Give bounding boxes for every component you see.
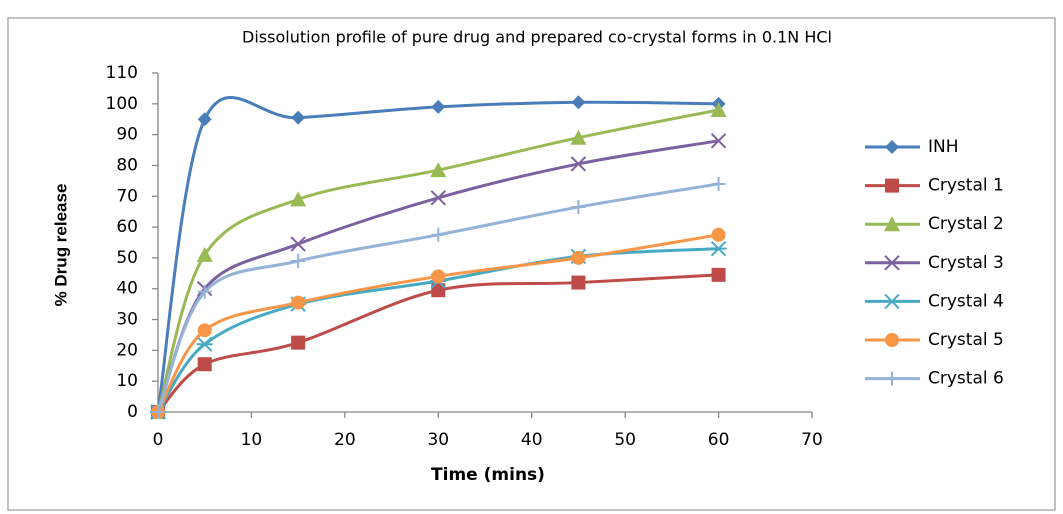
marker <box>710 133 727 149</box>
marker <box>430 190 446 206</box>
marker <box>710 240 727 257</box>
series-line <box>156 182 719 413</box>
marker <box>885 178 899 193</box>
marker <box>431 99 446 114</box>
series <box>151 176 726 419</box>
y-tick-label: 0 <box>127 402 138 422</box>
marker <box>291 110 306 125</box>
marker <box>571 250 586 265</box>
legend-label: INH <box>928 137 959 157</box>
marker <box>710 101 727 117</box>
marker <box>884 216 900 232</box>
y-tick-label: 40 <box>116 279 138 299</box>
marker <box>711 176 726 191</box>
marker <box>431 283 446 298</box>
series-line <box>156 108 719 413</box>
x-tick-label: 30 <box>427 430 449 450</box>
marker <box>431 227 446 242</box>
legend-label: Crystal 1 <box>928 176 1004 196</box>
marker <box>885 333 899 347</box>
marker <box>885 371 899 386</box>
marker <box>151 405 165 419</box>
marker <box>571 200 586 215</box>
x-tick-label: 40 <box>521 430 543 450</box>
marker <box>884 293 900 310</box>
legend-label: Crystal 2 <box>928 214 1004 234</box>
marker <box>885 140 899 154</box>
y-tick-label: 30 <box>116 310 138 330</box>
legend-label: Crystal 4 <box>928 291 1004 311</box>
marker <box>430 162 447 178</box>
marker <box>197 284 212 299</box>
x-tick-label: 0 <box>153 430 164 450</box>
marker <box>884 255 900 271</box>
x-axis-label: Time (mins) <box>431 465 545 485</box>
marker <box>711 227 726 242</box>
marker <box>290 236 306 252</box>
legend-label: Crystal 5 <box>928 330 1004 350</box>
y-axis-label: % Drug release <box>51 184 70 307</box>
y-tick-label: 20 <box>116 340 138 360</box>
legend-label: Crystal 3 <box>928 253 1004 273</box>
x-tick-label: 50 <box>614 430 636 450</box>
marker <box>291 295 306 310</box>
marker <box>571 95 586 110</box>
marker <box>197 357 212 372</box>
marker <box>196 336 213 352</box>
marker <box>290 191 307 207</box>
x-tick-label: 60 <box>708 430 730 450</box>
marker <box>291 253 306 268</box>
x-tick-label: 10 <box>241 430 263 450</box>
legend-label: Crystal 6 <box>928 369 1004 389</box>
y-tick-label: 70 <box>116 186 138 206</box>
marker <box>431 269 446 284</box>
x-tick-label: 20 <box>334 430 356 450</box>
series <box>151 227 726 419</box>
marker <box>571 275 586 290</box>
y-tick-label: 110 <box>106 63 138 83</box>
marker <box>711 267 726 282</box>
marker <box>291 335 306 350</box>
y-tick-label: 60 <box>116 217 138 237</box>
x-tick-label: 70 <box>801 430 823 450</box>
y-tick-label: 10 <box>116 371 138 391</box>
marker <box>570 129 587 145</box>
marker <box>197 112 212 127</box>
y-tick-label: 50 <box>116 248 138 268</box>
y-tick-label: 100 <box>106 94 138 114</box>
y-tick-label: 80 <box>116 155 138 175</box>
marker <box>196 246 213 262</box>
marker <box>197 323 212 338</box>
marker <box>570 156 587 172</box>
y-tick-label: 90 <box>116 125 138 145</box>
chart-title: Dissolution profile of pure drug and pre… <box>242 28 832 47</box>
